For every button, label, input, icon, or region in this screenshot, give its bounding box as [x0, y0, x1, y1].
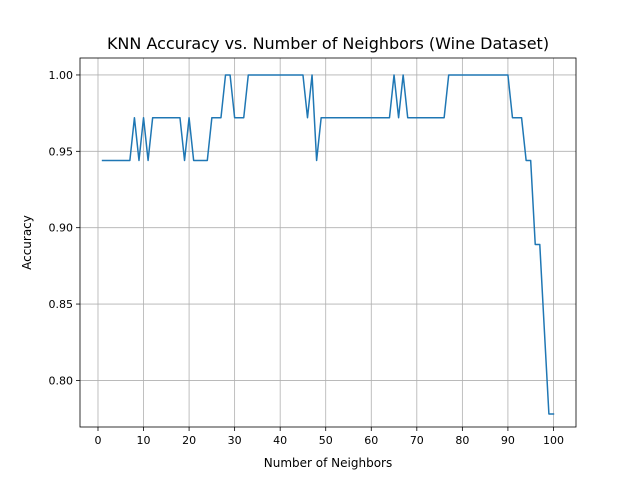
x-tick-label: 40 — [273, 434, 287, 447]
y-axis-label: Accuracy — [20, 215, 34, 270]
x-tick-label: 90 — [501, 434, 515, 447]
x-tick-label: 30 — [228, 434, 242, 447]
x-tick-label: 100 — [543, 434, 564, 447]
x-tick-label: 80 — [455, 434, 469, 447]
x-tick-label: 50 — [319, 434, 333, 447]
y-axis: 0.80 0.85 0.90 0.95 1.00 — [49, 69, 80, 387]
y-tick-label: 0.80 — [49, 374, 74, 387]
y-tick-label: 0.85 — [49, 298, 74, 311]
x-tick-label: 10 — [137, 434, 151, 447]
x-tick-label: 0 — [94, 434, 101, 447]
data-layer — [101, 74, 555, 415]
y-tick-label: 1.00 — [49, 69, 74, 82]
chart-title: KNN Accuracy vs. Number of Neighbors (Wi… — [107, 34, 549, 53]
plot-frame — [79, 57, 577, 428]
x-tick-label: 60 — [364, 434, 378, 447]
x-axis: 0 10 20 30 40 50 60 70 80 90 100 — [94, 427, 564, 447]
y-tick-label: 0.90 — [49, 222, 74, 235]
plot-area — [80, 58, 576, 427]
y-tick-label: 0.95 — [49, 145, 74, 158]
x-tick-label: 20 — [182, 434, 196, 447]
series-line — [101, 74, 555, 415]
x-axis-label: Number of Neighbors — [264, 456, 392, 470]
x-tick-label: 70 — [410, 434, 424, 447]
